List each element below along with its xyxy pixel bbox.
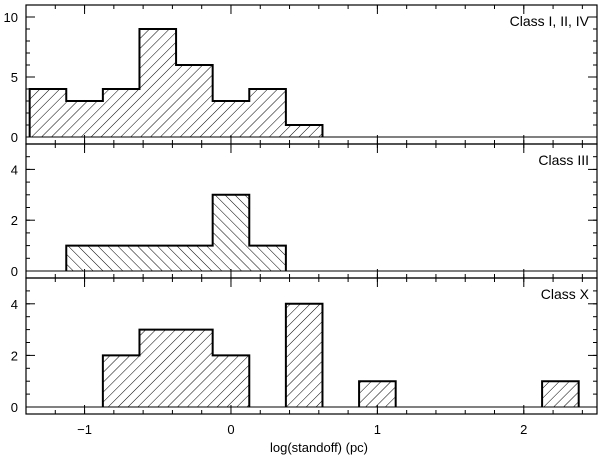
x-tick-label: −1 — [77, 422, 92, 437]
histogram-bar — [542, 381, 579, 407]
histogram-bar — [102, 89, 140, 137]
x-tick-label: 0 — [227, 422, 234, 437]
x-tick-label: 2 — [520, 422, 527, 437]
histogram-bar — [139, 329, 213, 407]
histogram-bar — [212, 101, 250, 137]
histogram-outline — [101, 302, 580, 407]
histogram-bar — [359, 381, 396, 407]
histogram-outline — [65, 193, 287, 271]
y-tick-label: 2 — [11, 348, 18, 363]
histogram-bar — [139, 29, 177, 137]
y-tick-label: 5 — [11, 70, 18, 85]
panel-2: 0 2 4 Class III — [11, 143, 598, 279]
panel-frame — [25, 277, 598, 415]
y-tick-label: 0 — [11, 130, 18, 145]
panel-label: Class III — [538, 152, 589, 168]
histogram-bar — [176, 65, 213, 137]
panel-1: 0 5 10 Class I, II, IV — [4, 4, 598, 145]
panel-label: Class X — [541, 286, 590, 302]
y-tick-label: 10 — [4, 10, 18, 25]
histogram-bar — [212, 194, 250, 271]
y-tick-label: 0 — [11, 400, 18, 415]
x-axis-title: log(standoff) (pc) — [270, 440, 368, 455]
histogram-bar — [29, 89, 67, 137]
y-tick-label: 2 — [11, 213, 18, 228]
histogram-bar — [249, 89, 286, 137]
panel-3: 0 2 4 Class X — [11, 277, 598, 415]
histogram-bar — [66, 101, 103, 137]
histogram-bar — [285, 303, 323, 407]
y-tick-label: 4 — [11, 297, 18, 312]
histogram-outline — [28, 28, 324, 137]
y-tick-label: 4 — [11, 162, 18, 177]
histogram-bar — [66, 245, 213, 271]
panel-label: Class I, II, IV — [510, 13, 590, 29]
y-tick-label: 0 — [11, 264, 18, 279]
histogram-bar — [249, 245, 286, 271]
histogram-bar — [285, 125, 323, 137]
x-tick-label: 1 — [374, 422, 381, 437]
histogram-bar — [212, 355, 250, 407]
histogram-bar — [102, 355, 140, 407]
